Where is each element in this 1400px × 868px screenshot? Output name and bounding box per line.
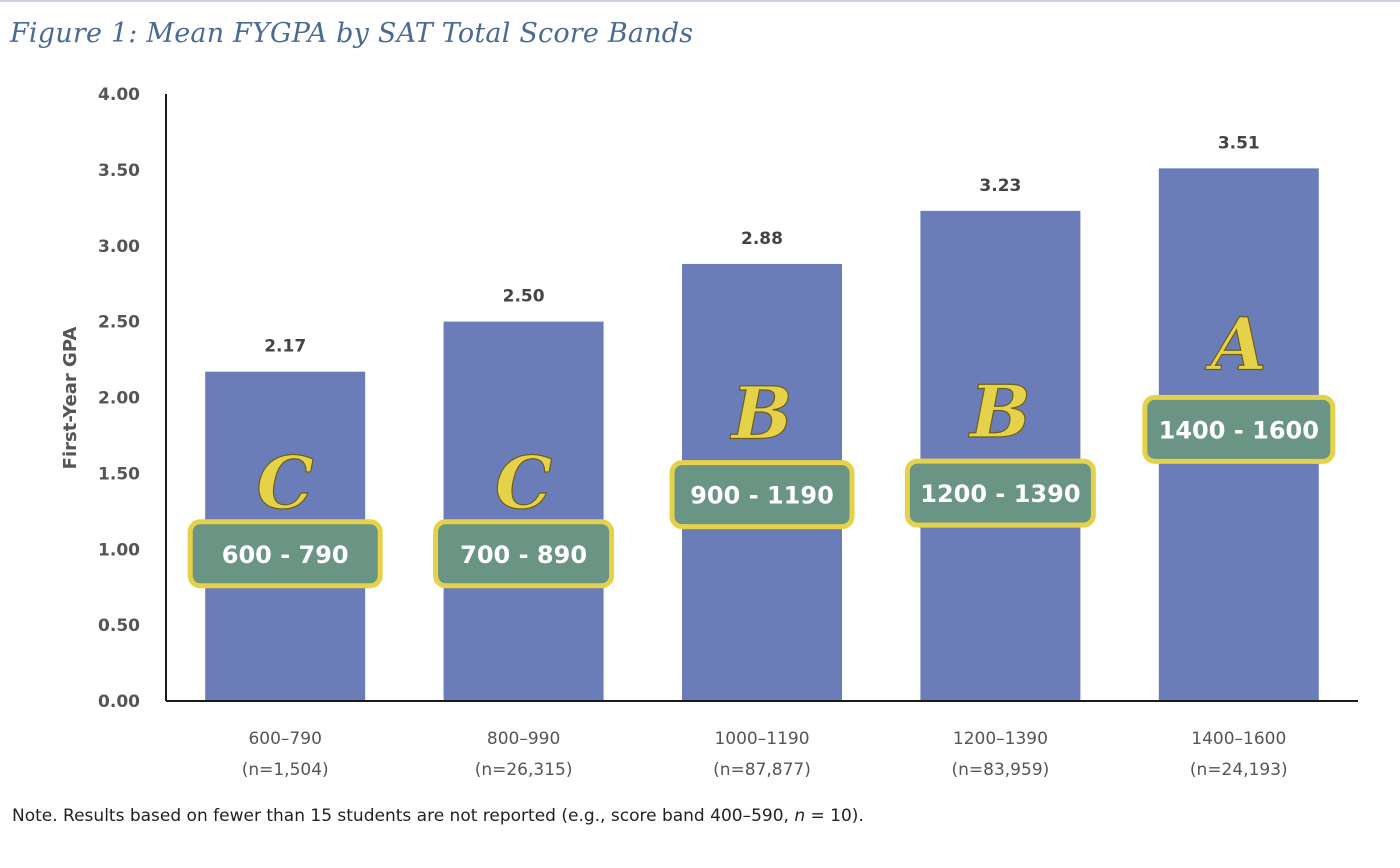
x-category-label: 600–790	[248, 729, 321, 749]
grade-letter: B	[730, 371, 793, 456]
x-category-label: 1400–1600	[1191, 729, 1286, 749]
note-text-start: Note. Results based on fewer than 15 stu…	[12, 806, 795, 826]
y-tick-label: 0.00	[98, 692, 140, 712]
x-category-count: (n=1,504)	[242, 760, 329, 780]
top-rule	[0, 0, 1400, 2]
figure-title: Figure 1: Mean FYGPA by SAT Total Score …	[10, 18, 694, 49]
score-band-box	[904, 458, 1096, 528]
grade-letter: C	[495, 440, 552, 525]
score-band-label: 700 - 890	[460, 541, 587, 569]
x-category-count: (n=87,877)	[713, 760, 811, 780]
x-category-label: 800–990	[487, 729, 560, 749]
bar-value-label: 2.88	[741, 229, 783, 249]
y-tick-label: 2.00	[98, 389, 140, 409]
score-band-label: 1400 - 1600	[1159, 416, 1319, 444]
bar	[920, 210, 1081, 701]
y-tick-label: 2.50	[98, 313, 140, 333]
y-tick-label: 1.50	[98, 464, 140, 484]
score-band-label: 1200 - 1390	[920, 480, 1080, 508]
note-n-symbol: n	[794, 806, 806, 826]
bar-value-label: 3.51	[1218, 133, 1260, 153]
grade-letter: B	[968, 369, 1031, 454]
score-band-box	[669, 460, 855, 530]
score-band-label: 600 - 790	[222, 541, 349, 569]
x-category-label: 1200–1390	[953, 729, 1048, 749]
note-text-end: = 10).	[805, 806, 864, 826]
y-tick-label: 1.00	[98, 540, 140, 560]
score-band-box	[187, 519, 383, 589]
bar-value-label: 2.50	[503, 287, 545, 307]
score-band-box	[1142, 394, 1336, 464]
grade-letter: A	[1205, 301, 1267, 386]
y-tick-label: 3.00	[98, 237, 140, 257]
y-tick-label: 4.00	[98, 85, 140, 105]
grade-letter: C	[257, 440, 314, 525]
score-band-label: 900 - 1190	[690, 482, 834, 510]
bar	[443, 321, 604, 701]
bar-chart: 0.00 0.50 1.00 1.50 2.00 2.50 3.00 3.50 4.00 Firs…	[60, 85, 1358, 780]
y-axis-title: First-Year GPA	[60, 327, 81, 470]
y-tick-label: 3.50	[98, 161, 140, 181]
y-tick-label: 0.50	[98, 616, 140, 636]
x-category-count: (n=83,959)	[952, 760, 1050, 780]
x-category-label: 1000–1190	[714, 729, 809, 749]
bar-value-label: 2.17	[264, 337, 306, 357]
score-band-box	[433, 519, 615, 589]
bar-value-label: 3.23	[979, 176, 1021, 196]
x-category-count: (n=24,193)	[1190, 760, 1288, 780]
x-category-count: (n=26,315)	[475, 760, 573, 780]
figure-note: Note. Results based on fewer than 15 stu…	[12, 806, 864, 826]
